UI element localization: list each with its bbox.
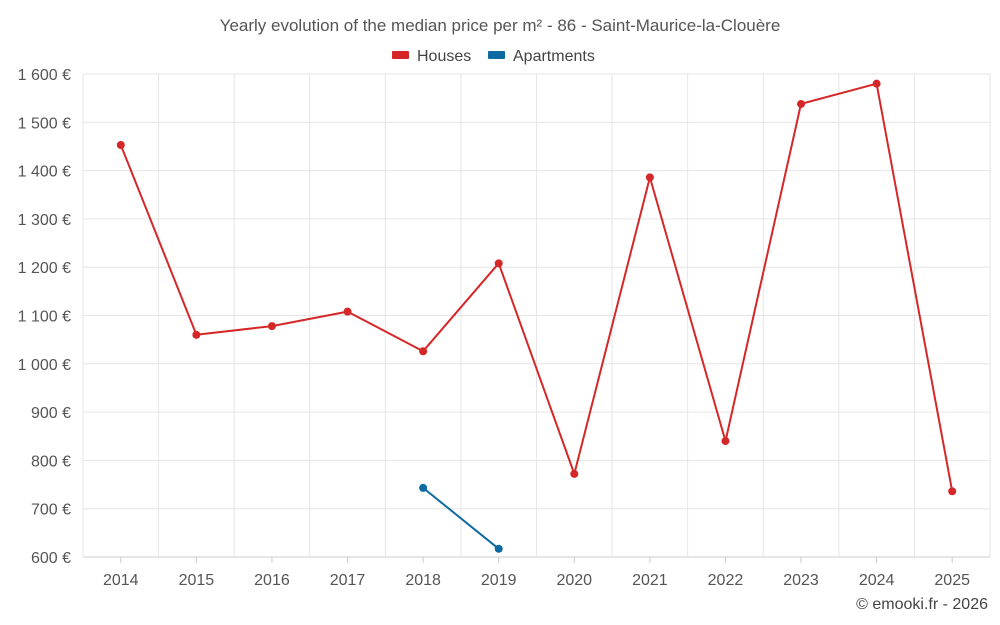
x-tick-label: 2020 (556, 572, 592, 589)
y-axis: 600 € 700 € 800 € 900 € 1 000 € 1 100 € 1 200 … (18, 67, 71, 567)
x-tick-label: 2018 (405, 572, 441, 589)
series-line-houses (119, 82, 954, 492)
y-tick-label: 1 100 € (18, 309, 71, 326)
data-point-houses[interactable] (419, 347, 428, 356)
data-point-houses[interactable] (872, 79, 881, 88)
y-tick-label: 1 000 € (18, 357, 71, 374)
y-tick-label: 800 € (31, 453, 71, 470)
data-point-houses[interactable] (645, 173, 654, 182)
legend-swatch-apartments (488, 51, 505, 59)
data-point-houses[interactable] (797, 99, 806, 108)
x-tick-label: 2024 (859, 572, 895, 589)
gridlines (82, 73, 991, 558)
data-point-houses[interactable] (267, 322, 276, 331)
x-tick-label: 2023 (783, 572, 819, 589)
y-tick-label: 900 € (31, 405, 71, 422)
legend-label-apartments[interactable]: Apartments (513, 48, 595, 65)
series-layer (116, 79, 957, 553)
y-tick-label: 700 € (31, 502, 71, 519)
x-tick-label: 2022 (708, 572, 744, 589)
x-tick-label: 2021 (632, 572, 668, 589)
data-point-houses[interactable] (721, 437, 730, 446)
x-tick-label: 2025 (934, 572, 970, 589)
y-tick-label: 1 400 € (18, 164, 71, 181)
data-point-houses[interactable] (948, 487, 957, 496)
credit-text: © emooki.fr - 2026 (856, 596, 988, 613)
legend-label-houses[interactable]: Houses (417, 48, 471, 65)
y-tick-label: 600 € (31, 550, 71, 567)
data-point-houses[interactable] (343, 307, 352, 316)
data-point-apartments[interactable] (494, 544, 503, 553)
data-point-apartments[interactable] (419, 483, 428, 492)
data-point-houses[interactable] (570, 469, 579, 478)
data-point-houses[interactable] (192, 330, 201, 339)
legend-swatch-houses (392, 51, 409, 59)
legend: Houses Apartments (392, 48, 595, 65)
y-tick-label: 1 600 € (18, 67, 71, 84)
series-line-apartments (422, 487, 500, 550)
data-point-houses[interactable] (116, 141, 125, 150)
y-tick-label: 1 500 € (18, 115, 71, 132)
y-tick-label: 1 200 € (18, 260, 71, 277)
y-tick-label: 1 300 € (18, 212, 71, 229)
data-point-houses[interactable] (494, 259, 503, 268)
x-tick-label: 2014 (103, 572, 139, 589)
x-tick-label: 2017 (330, 572, 366, 589)
chart-title: Yearly evolution of the median price per… (220, 16, 781, 35)
x-axis: 2014 2015 2016 2017 2018 2019 2020 2021 2022 2023… (103, 557, 970, 589)
x-tick-label: 2015 (179, 572, 215, 589)
x-tick-label: 2019 (481, 572, 517, 589)
x-tick-label: 2016 (254, 572, 290, 589)
